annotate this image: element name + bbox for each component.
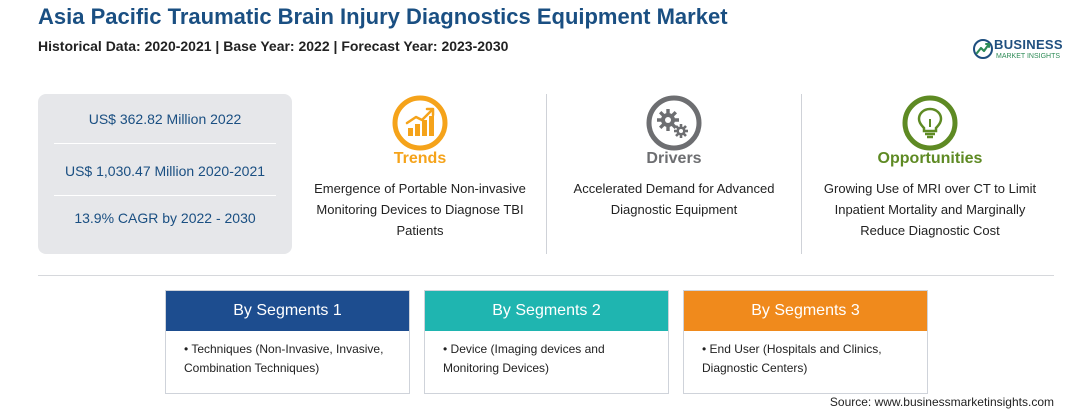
market-value-historical: US$ 1,030.47 Million 2020-2021 <box>64 163 266 179</box>
brand-logo[interactable]: BUSINESS MARKET INSIGHTS <box>972 34 1063 64</box>
segment-card-2: By Segments 2 • Device (Imaging devices … <box>424 290 669 394</box>
page-title: Asia Pacific Traumatic Brain Injury Diag… <box>38 4 728 29</box>
market-stats-panel: US$ 362.82 Million 2022 US$ 1,030.47 Mil… <box>38 94 292 254</box>
drivers-title: Drivers <box>646 150 702 167</box>
segment-1-item: • Techniques (Non-Invasive, Invasive, Co… <box>184 342 384 375</box>
segment-card-3: By Segments 3 • End User (Hospitals and … <box>683 290 928 394</box>
segment-2-item: • Device (Imaging devices and Monitoring… <box>443 342 605 375</box>
segment-1-header: By Segments 1 <box>166 291 409 331</box>
trends-column: Trends Emergence of Portable Non-invasiv… <box>296 92 544 257</box>
logo-tagline: MARKET INSIGHTS <box>996 53 1061 60</box>
stats-divider <box>54 143 276 144</box>
page-subtitle: Historical Data: 2020-2021 | Base Year: … <box>38 38 509 54</box>
segment-2-header: By Segments 2 <box>425 291 668 331</box>
trending-chart-icon <box>392 95 448 151</box>
trends-text: Emergence of Portable Non-invasive Monit… <box>314 181 526 238</box>
drivers-text: Accelerated Demand for Advanced Diagnost… <box>573 181 775 217</box>
lightbulb-icon <box>902 95 958 151</box>
source-link[interactable]: Source: www.businessmarketinsights.com <box>829 395 1054 409</box>
opportunities-text: Growing Use of MRI over CT to Limit Inpa… <box>823 181 1037 238</box>
stats-divider <box>54 195 276 196</box>
opportunities-column: Opportunities Growing Use of MRI over CT… <box>806 92 1054 257</box>
trends-title: Trends <box>393 150 447 167</box>
section-divider <box>38 275 1054 276</box>
segment-3-header: By Segments 3 <box>684 291 927 331</box>
cagr-value: 13.9% CAGR by 2022 - 2030 <box>74 210 256 226</box>
column-divider <box>546 94 547 254</box>
opportunities-title: Opportunities <box>877 150 983 167</box>
drivers-column: Drivers Accelerated Demand for Advanced … <box>550 92 798 257</box>
segment-card-1: By Segments 1 • Techniques (Non-Invasive… <box>165 290 410 394</box>
segment-3-item: • End User (Hospitals and Clinics, Diagn… <box>702 342 882 375</box>
column-divider <box>801 94 802 254</box>
globe-logo-icon <box>973 39 993 59</box>
logo-name: BUSINESS <box>994 37 1063 52</box>
gears-icon <box>646 95 702 151</box>
market-value-2022: US$ 362.82 Million 2022 <box>88 111 242 127</box>
